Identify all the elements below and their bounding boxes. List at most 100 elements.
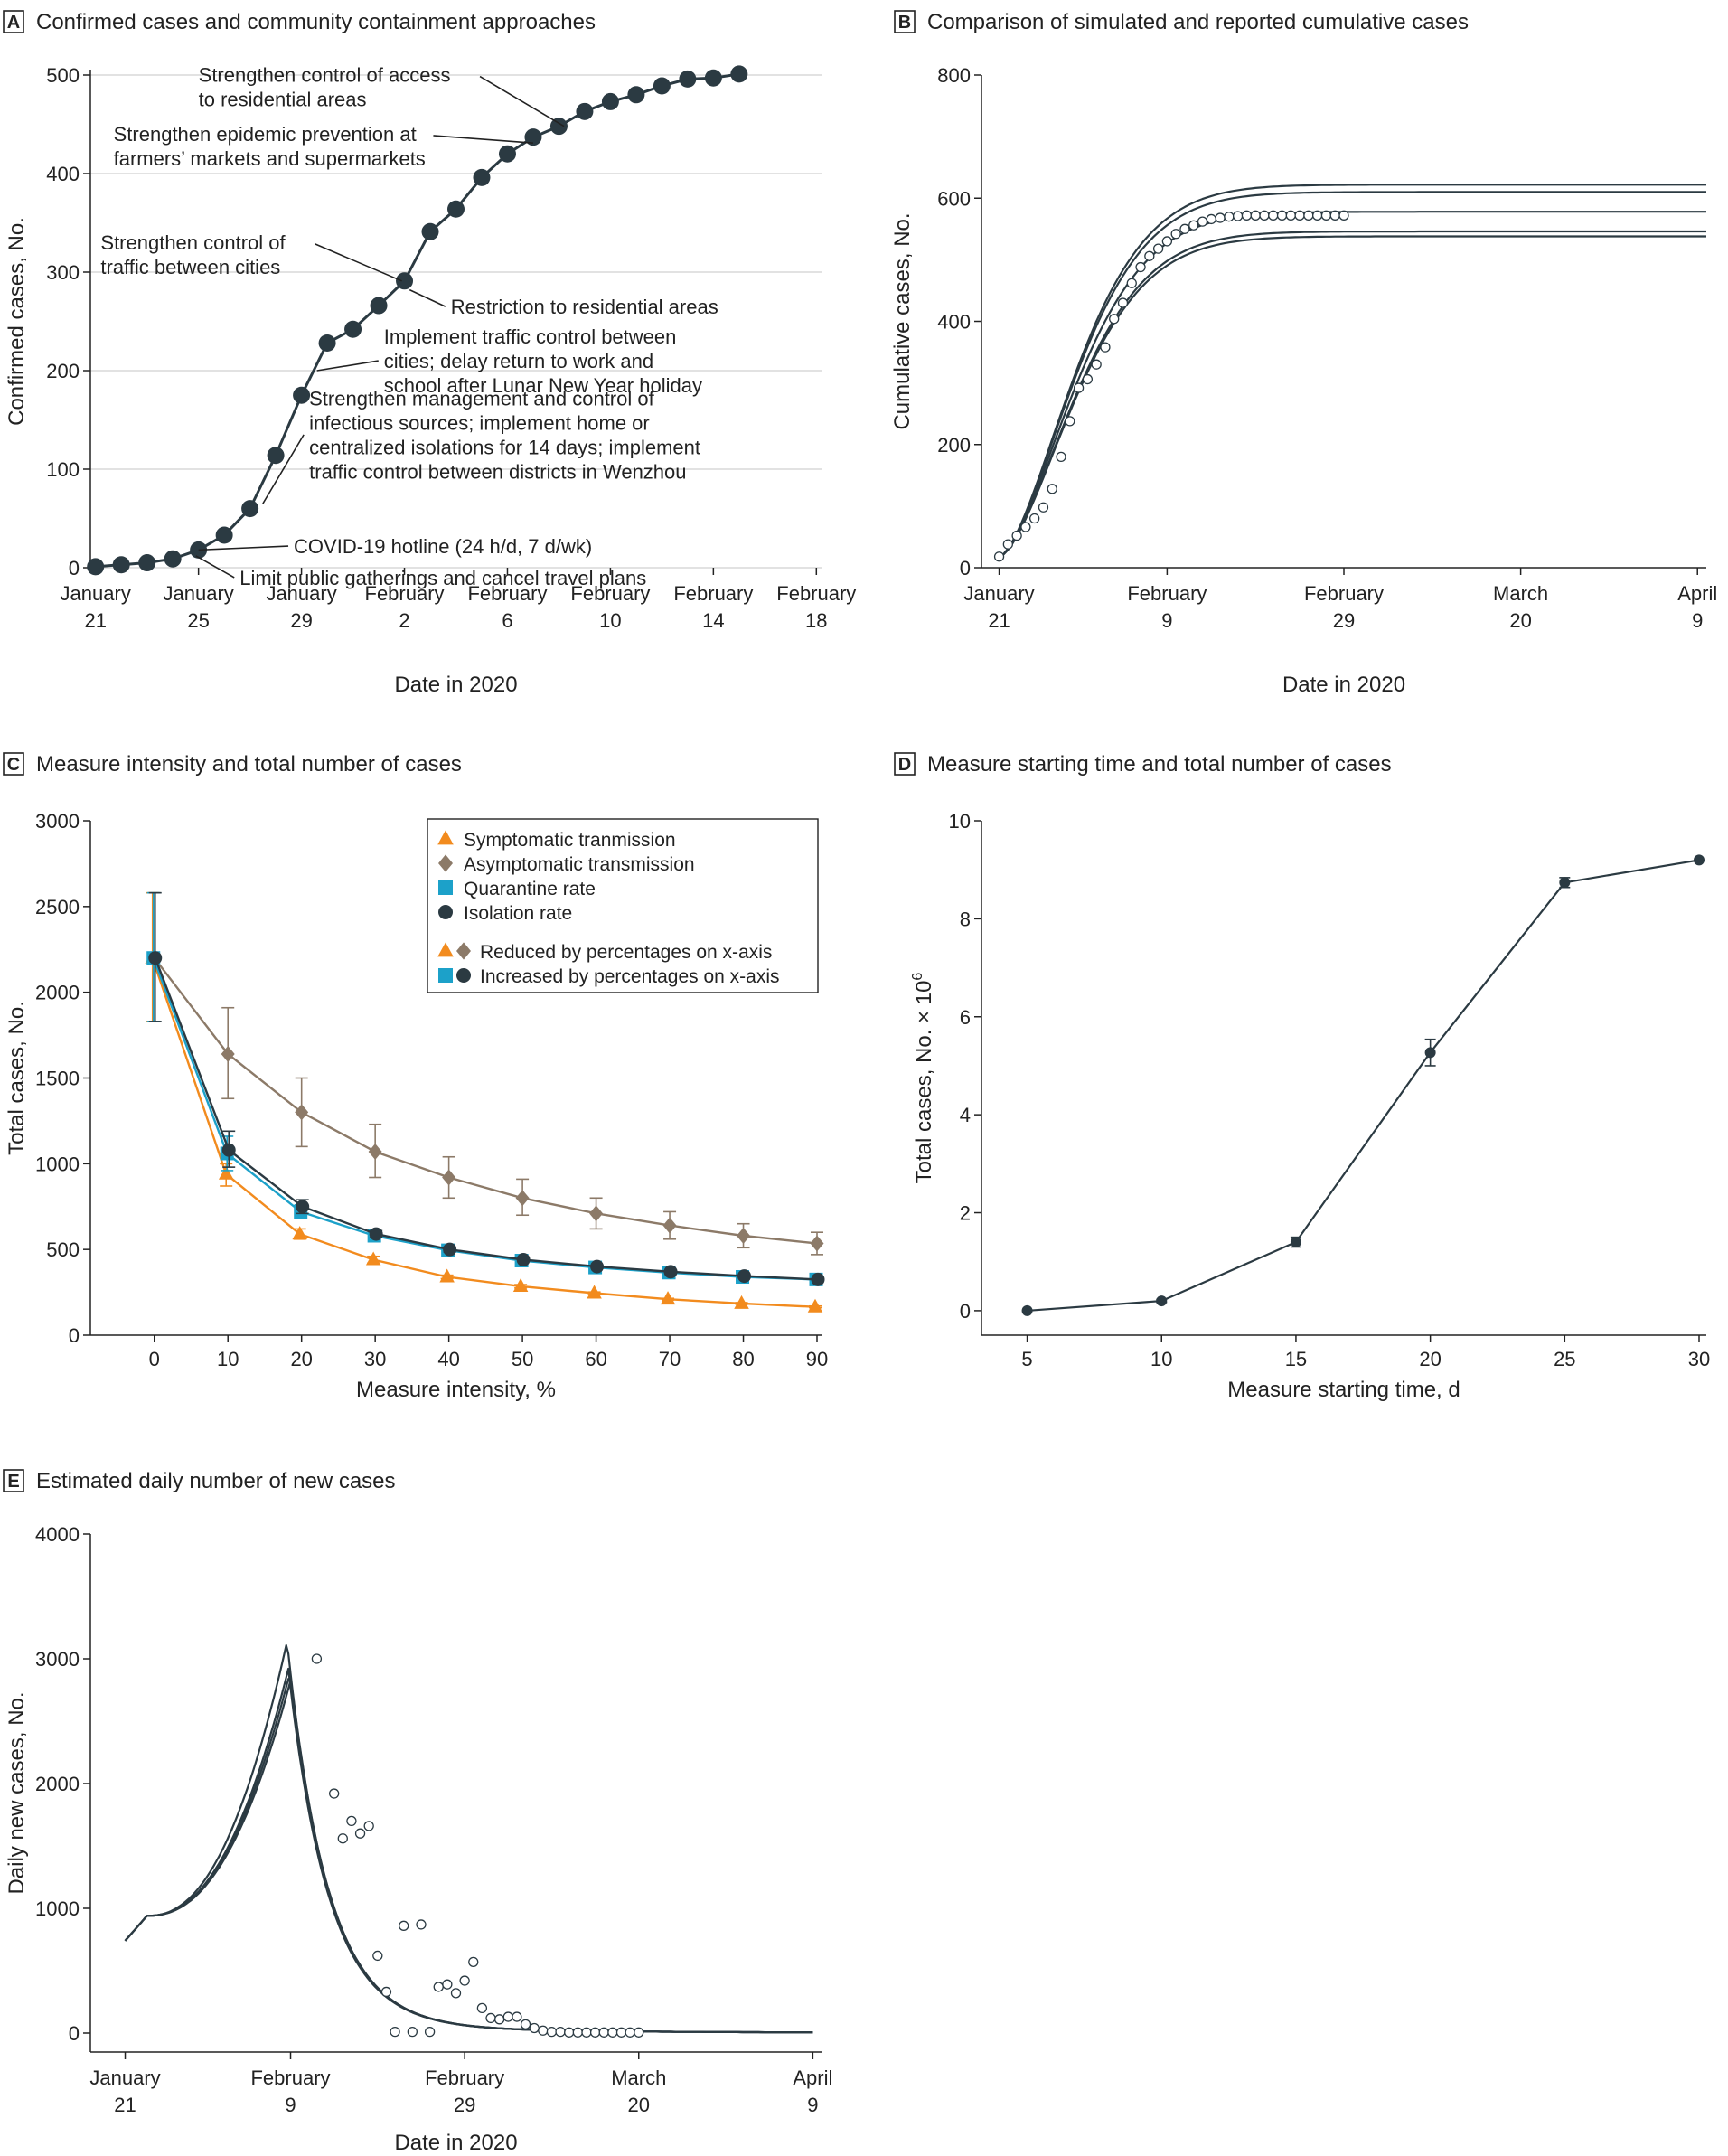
data-point [424, 2026, 436, 2038]
data-point [1197, 216, 1208, 227]
data-point [433, 1982, 444, 1992]
annotation-text: Strengthen control of access [199, 64, 451, 87]
data-point [1082, 373, 1094, 385]
data-point [438, 968, 453, 983]
panel-letter: A [7, 13, 20, 33]
x-tick-label-month: February [1304, 582, 1384, 605]
data-point [164, 550, 182, 568]
panel-letter-box [894, 752, 916, 776]
legend-entry: Isolation rate [464, 903, 572, 924]
x-tick-label-month: February [425, 2067, 504, 2089]
annotation-text: centralized isolations for 14 days; impl… [309, 436, 700, 458]
data-point [1329, 210, 1340, 221]
panel-title: Comparison of simulated and reported cum… [927, 10, 1469, 34]
x-tick-label-day: 21 [114, 2094, 136, 2116]
data-point [1073, 382, 1085, 393]
y-tick-label: 500 [46, 1238, 80, 1261]
x-tick-label: 5 [1021, 1348, 1032, 1370]
data-point [615, 2027, 627, 2038]
x-tick-label-month: February [570, 582, 650, 605]
data-point [730, 65, 748, 83]
data-point [311, 1653, 323, 1664]
x-tick-label-month: January [266, 582, 336, 605]
data-point [572, 2027, 583, 2038]
x-tick-label: 30 [364, 1348, 386, 1370]
y-tick-label: 2000 [35, 1773, 80, 1795]
data-point [1320, 210, 1332, 221]
data-point [380, 1986, 392, 1998]
data-point [456, 968, 471, 983]
y-axis-label: Daily new cases, No. [5, 1691, 29, 1894]
panel-letter: D [898, 755, 911, 775]
simulated-curve [999, 235, 1706, 558]
x-tick-label-day: 25 [187, 609, 209, 632]
panel-letter-box [894, 10, 916, 33]
y-axis-label-text: Total cases, No. × 10 [912, 981, 936, 1184]
x-tick-label-month: March [611, 2067, 666, 2089]
data-point [1029, 513, 1040, 524]
data-point [112, 556, 130, 574]
data-point [296, 1200, 310, 1214]
data-point [546, 2026, 558, 2038]
data-point [1020, 522, 1031, 532]
data-point [421, 222, 439, 240]
annotation-text: cities; delay return to work and [384, 350, 653, 372]
annotation-leader [195, 555, 235, 579]
data-point [807, 1298, 823, 1313]
x-tick-label-month: March [1493, 582, 1548, 605]
panel-title: Measure intensity and total number of ca… [36, 752, 462, 777]
x-tick-label: 40 [437, 1348, 459, 1370]
data-point [442, 1169, 456, 1186]
data-point [590, 1259, 605, 1274]
legend-box [427, 818, 819, 993]
data-point [138, 554, 156, 572]
x-tick-label-month: February [365, 582, 445, 605]
y-tick-label: 10 [949, 810, 971, 833]
data-point [555, 2026, 566, 2038]
y-tick-label: 400 [46, 163, 80, 185]
y-axis-label: Confirmed cases, No. [5, 217, 29, 426]
data-point [515, 1190, 530, 1207]
x-tick-label: 20 [1419, 1348, 1441, 1370]
estimated-curve [124, 1679, 813, 2034]
x-tick-label: 90 [806, 1348, 828, 1370]
data-point [1179, 223, 1190, 234]
x-tick-label-month: February [1127, 582, 1207, 605]
x-tick-label-month: January [164, 582, 234, 605]
x-tick-label-day: 29 [290, 609, 312, 632]
data-point [598, 2027, 609, 2038]
data-point [396, 272, 414, 290]
x-tick-label: 60 [585, 1348, 606, 1370]
x-tick-label-month: January [963, 582, 1034, 605]
data-point [634, 2027, 644, 2038]
simulated-curve [999, 230, 1706, 558]
data-point [346, 1815, 357, 1827]
data-point [215, 526, 233, 544]
data-point [476, 2002, 488, 2014]
series-line [1027, 859, 1700, 1312]
data-point [660, 1291, 676, 1305]
data-point [512, 1277, 529, 1292]
data-point [516, 1253, 531, 1267]
data-point [512, 2011, 522, 2022]
data-point [1338, 210, 1349, 221]
annotation-text: Strengthen control of [100, 231, 286, 254]
data-point [1559, 877, 1571, 889]
data-point [1285, 210, 1296, 221]
data-point [1424, 1047, 1436, 1059]
simulated-curve [999, 184, 1706, 558]
data-point [344, 320, 362, 338]
data-point [437, 942, 454, 957]
x-tick-label: 20 [290, 1348, 312, 1370]
data-point [1065, 416, 1075, 427]
data-point [468, 1956, 479, 1967]
data-point [292, 1226, 307, 1240]
y-tick-label: 0 [960, 557, 971, 579]
annotation-text: Strengthen management and control of [309, 387, 654, 410]
annotation-text: traffic between cities [100, 256, 280, 278]
data-point [438, 854, 453, 872]
y-tick-label: 8 [960, 908, 971, 930]
data-point [221, 1045, 235, 1062]
data-point [704, 69, 722, 87]
x-tick-label-day: 21 [988, 609, 1010, 632]
